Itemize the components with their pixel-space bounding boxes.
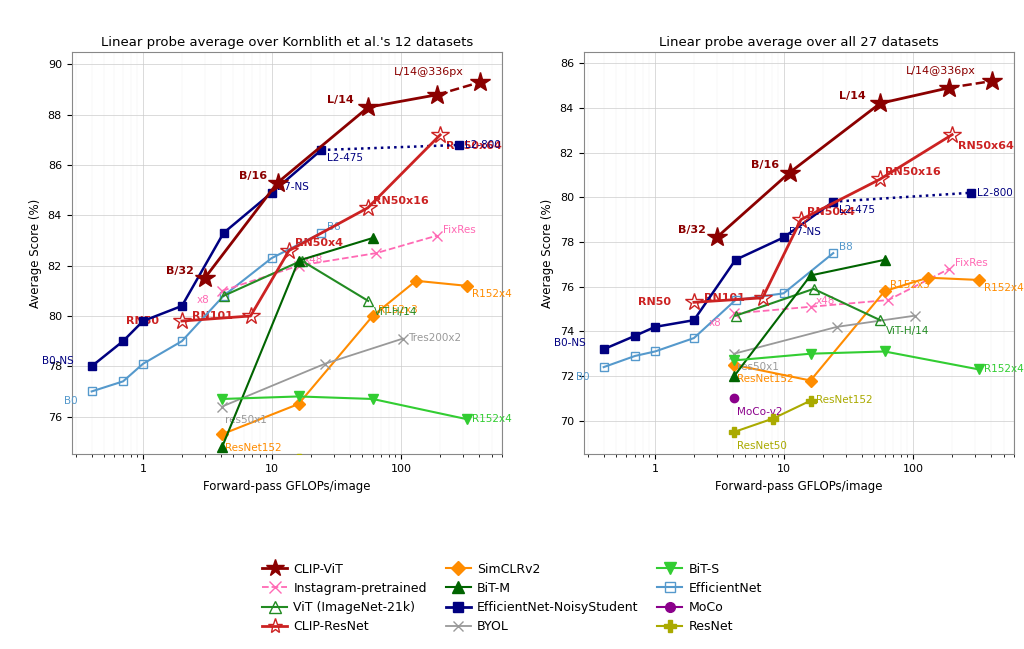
Text: RN50x4: RN50x4	[295, 238, 343, 249]
Text: R152x4: R152x4	[472, 414, 512, 424]
Text: ViT-H/14: ViT-H/14	[886, 326, 929, 336]
Text: L2-800: L2-800	[465, 140, 501, 150]
Text: L/14: L/14	[327, 95, 353, 105]
X-axis label: Forward-pass GFLOPs/image: Forward-pass GFLOPs/image	[715, 480, 883, 493]
Text: ResNet152: ResNet152	[737, 374, 794, 384]
Text: B0-NS: B0-NS	[42, 356, 74, 365]
Text: L2-475: L2-475	[327, 153, 362, 163]
Title: Linear probe average over all 27 datasets: Linear probe average over all 27 dataset…	[658, 36, 939, 49]
Text: B8: B8	[327, 222, 341, 232]
Text: x48: x48	[304, 255, 324, 265]
Y-axis label: Average Score (%): Average Score (%)	[29, 199, 42, 308]
Text: x48: x48	[816, 296, 836, 306]
Text: B0-NS: B0-NS	[554, 339, 586, 349]
Text: Tres200x2: Tres200x2	[409, 334, 462, 343]
Text: res50x1: res50x1	[737, 362, 779, 373]
Text: FixRes: FixRes	[442, 225, 475, 235]
Text: R152x3: R152x3	[378, 305, 418, 315]
Text: R152x4: R152x4	[984, 283, 1024, 293]
Text: RN50x64: RN50x64	[445, 141, 502, 151]
Text: ResNet152: ResNet152	[816, 395, 872, 406]
Text: MoCo-v2: MoCo-v2	[737, 407, 782, 417]
Text: ViT-H/14: ViT-H/14	[374, 307, 417, 317]
Text: RN50x64: RN50x64	[957, 141, 1014, 151]
Text: B0: B0	[63, 396, 78, 406]
Text: B/16: B/16	[239, 171, 267, 180]
Y-axis label: Average Score (%): Average Score (%)	[541, 199, 554, 308]
Text: B7-NS: B7-NS	[278, 182, 309, 192]
Text: RN101: RN101	[705, 293, 745, 302]
Text: RN101: RN101	[193, 311, 233, 321]
Text: L2-475: L2-475	[839, 205, 874, 215]
X-axis label: Forward-pass GFLOPs/image: Forward-pass GFLOPs/image	[203, 480, 371, 493]
Text: B/32: B/32	[678, 225, 706, 236]
Text: L/14: L/14	[839, 91, 865, 101]
Text: RN50x16: RN50x16	[886, 167, 941, 177]
Text: B0: B0	[575, 372, 590, 382]
Title: Linear probe average over Kornblith et al.'s 12 datasets: Linear probe average over Kornblith et a…	[100, 36, 473, 49]
Text: RN50x4: RN50x4	[807, 208, 855, 217]
Text: B8: B8	[839, 242, 853, 252]
Text: res50x1: res50x1	[225, 415, 267, 425]
Text: R152x4: R152x4	[984, 364, 1024, 374]
Text: x8: x8	[710, 318, 722, 328]
Text: R152x3: R152x3	[890, 280, 930, 290]
Text: R152x4: R152x4	[472, 289, 512, 299]
Text: B7-NS: B7-NS	[790, 227, 821, 237]
Text: x8: x8	[198, 295, 210, 305]
Text: FixRes: FixRes	[954, 258, 987, 268]
Text: L/14@336px: L/14@336px	[906, 66, 976, 76]
Text: ResNet50: ResNet50	[737, 441, 786, 450]
Text: ResNet152: ResNet152	[225, 443, 282, 453]
Text: RN50: RN50	[638, 297, 672, 307]
Text: RN50: RN50	[126, 316, 160, 326]
Text: RN50x16: RN50x16	[374, 196, 429, 206]
Text: B/32: B/32	[166, 266, 194, 276]
Text: B/16: B/16	[751, 160, 779, 171]
Text: L2-800: L2-800	[977, 188, 1013, 197]
Legend: CLIP-ViT, Instagram-pretrained, ViT (ImageNet-21k), CLIP-ResNet, SimCLRv2, BiT-M: CLIP-ViT, Instagram-pretrained, ViT (Ima…	[256, 556, 768, 639]
Text: L/14@336px: L/14@336px	[394, 67, 464, 77]
